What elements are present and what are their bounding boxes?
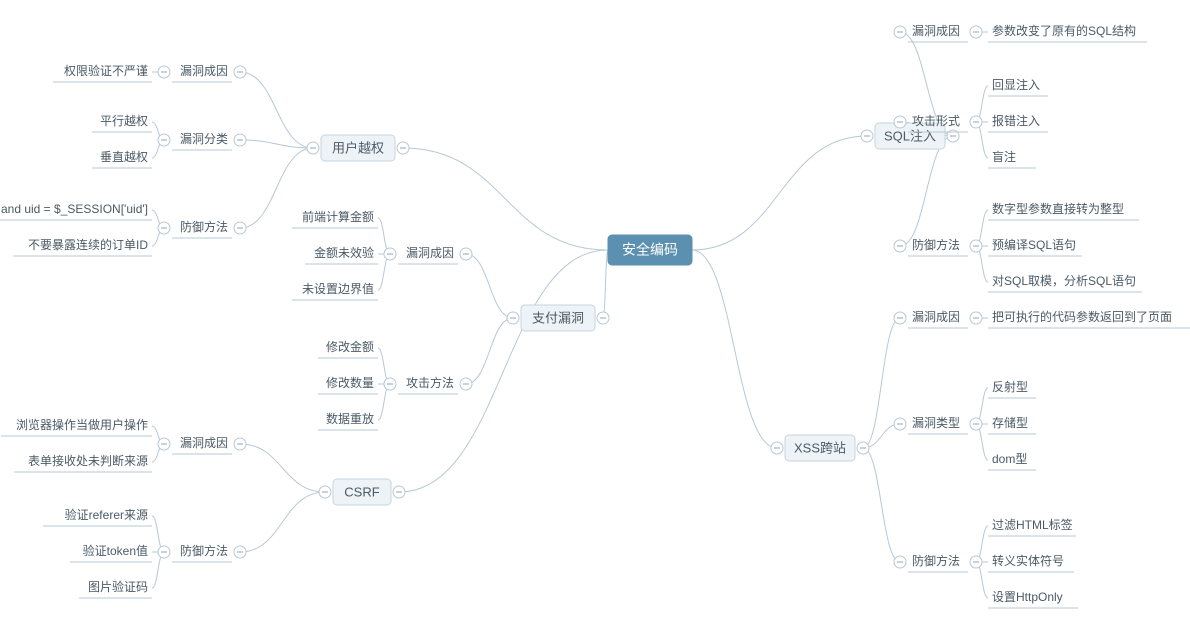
sub-user_class-label: 漏洞分类 xyxy=(180,132,228,146)
leaf-sql_def_0: 数字型参数直接转为整型 xyxy=(992,201,1124,216)
edge xyxy=(240,72,313,148)
edge xyxy=(466,254,513,318)
root-label: 安全编码 xyxy=(622,242,678,258)
sub-user_cause-label: 漏洞成因 xyxy=(180,64,228,78)
leaf-user_def_1: 不要暴露连续的订单ID xyxy=(28,237,148,252)
sub-csrf_cause-label: 漏洞成因 xyxy=(180,436,228,450)
leaf-sql_form_1: 报错注入 xyxy=(992,113,1040,128)
edge xyxy=(863,448,900,562)
edge xyxy=(403,148,608,250)
leaf-xss_def_1: 转义实体符号 xyxy=(992,553,1064,568)
leaf-csrf_def_0: 验证referer来源 xyxy=(65,507,148,522)
sub-csrf_def-label: 防御方法 xyxy=(180,543,228,558)
leaf-pay_attack_2: 数据重放 xyxy=(326,411,374,426)
branch-csrf-label: CSRF xyxy=(344,484,379,499)
leaf-sql_def_1: 预编译SQL语句 xyxy=(992,237,1076,252)
branch-xss-label: XSS跨站 xyxy=(794,440,846,455)
branch-user-label: 用户越权 xyxy=(332,140,384,155)
leaf-csrf_def_1: 验证token值 xyxy=(83,543,148,558)
branch-pay-label: 支付漏洞 xyxy=(532,310,584,325)
edge xyxy=(900,136,953,246)
edge xyxy=(399,250,608,492)
leaf-sql_def_2: 对SQL取模，分析SQL语句 xyxy=(992,274,1136,288)
leaf-pay_cause_1: 金额未效验 xyxy=(314,245,374,260)
edge xyxy=(603,250,608,318)
leaf-pay_attack_0: 修改金额 xyxy=(326,339,374,354)
leaf-pay_attack_1: 修改数量 xyxy=(326,375,374,390)
edge xyxy=(692,136,867,250)
leaf-user_def_0: orderId =1 and uid = $_SESSION['uid'] xyxy=(0,202,148,216)
sub-sql_cause-label: 漏洞成因 xyxy=(912,24,960,38)
leaf-pay_cause_2: 未设置边界值 xyxy=(302,281,374,296)
leaf-xss_type_2: dom型 xyxy=(992,452,1027,466)
branch-sql-label: SQL注入 xyxy=(884,128,936,143)
leaf-user_class_1: 垂直越权 xyxy=(100,150,148,164)
sub-xss_cause-label: 漏洞成因 xyxy=(912,310,960,324)
edge xyxy=(466,318,513,384)
sub-sql_form-label: 攻击形式 xyxy=(912,114,960,128)
leaf-csrf_cause_1: 表单接收处未判断来源 xyxy=(28,453,148,468)
edge xyxy=(863,424,900,448)
edge xyxy=(692,250,777,448)
leaf-xss_cause_0: 把可执行的代码参数返回到了页面 xyxy=(992,309,1172,324)
sub-xss_type-label: 漏洞类型 xyxy=(912,416,960,430)
sub-pay_attack-label: 攻击方法 xyxy=(406,375,454,390)
leaf-user_class_0: 平行越权 xyxy=(100,114,148,128)
leaf-pay_cause_0: 前端计算金额 xyxy=(302,209,374,224)
edge xyxy=(240,140,313,148)
sub-sql_def-label: 防御方法 xyxy=(912,237,960,252)
leaf-user_cause_0: 权限验证不严谨 xyxy=(64,63,148,78)
sub-user_def-label: 防御方法 xyxy=(180,219,228,234)
sub-xss_def-label: 防御方法 xyxy=(912,553,960,568)
edge xyxy=(240,444,325,492)
edge xyxy=(240,492,325,552)
leaf-xss_type_0: 反射型 xyxy=(992,379,1028,394)
leaf-sql_cause_0: 参数改变了原有的SQL结构 xyxy=(992,23,1136,38)
leaf-xss_type_1: 存储型 xyxy=(992,415,1028,430)
leaf-xss_def_0: 过滤HTML标签 xyxy=(992,517,1073,532)
leaf-sql_form_2: 盲注 xyxy=(992,149,1016,164)
leaf-csrf_cause_0: 浏览器操作当做用户操作 xyxy=(16,417,148,432)
leaf-sql_form_0: 回显注入 xyxy=(992,77,1040,92)
leaf-csrf_def_2: 图片验证码 xyxy=(88,579,148,594)
sub-pay_cause-label: 漏洞成因 xyxy=(406,246,454,260)
edge xyxy=(863,318,900,448)
leaf-xss_def_2: 设置HttpOnly xyxy=(992,590,1063,604)
